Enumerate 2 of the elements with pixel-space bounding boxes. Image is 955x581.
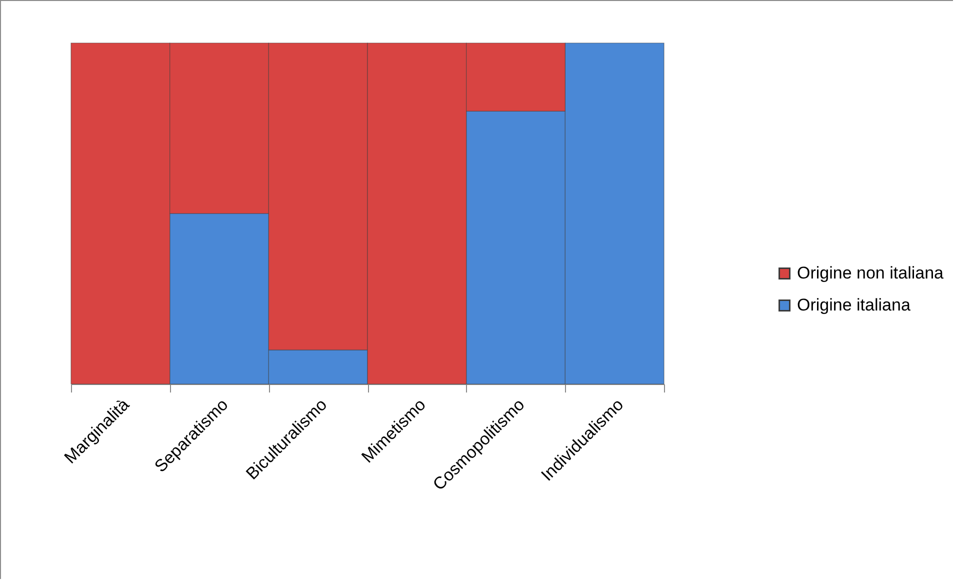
legend-label: Origine italiana xyxy=(797,296,911,314)
legend-label: Origine non italiana xyxy=(797,264,944,282)
